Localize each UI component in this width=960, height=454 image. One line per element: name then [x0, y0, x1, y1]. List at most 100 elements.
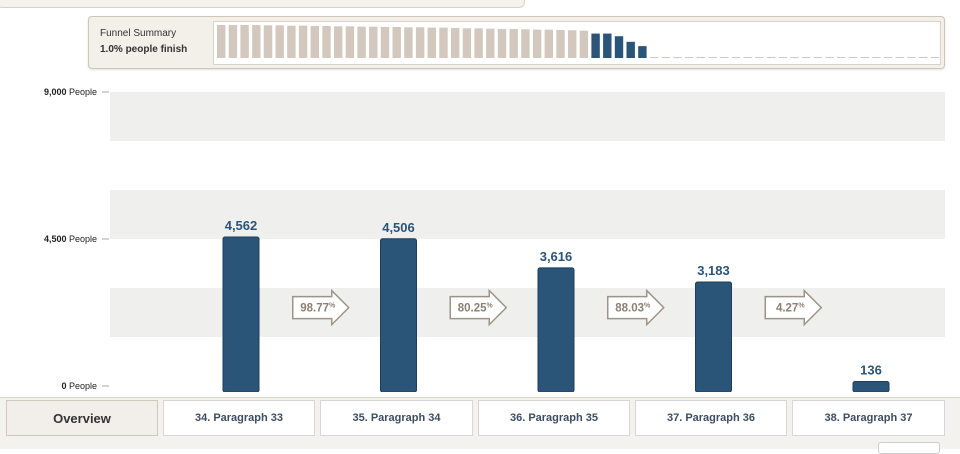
sparkline-bar	[275, 25, 284, 58]
tab-step-35[interactable]: 35. Paragraph 34	[320, 400, 473, 436]
sparkline-bar	[544, 29, 553, 58]
sparkline-bar	[895, 57, 904, 58]
sparkline-bar	[228, 25, 238, 58]
sparkline-bar	[907, 57, 916, 58]
sparkline-bar	[813, 57, 823, 58]
sparkline-bar	[696, 57, 706, 58]
sparkline-bar	[298, 25, 308, 58]
conversion-rate-label: 98.77%	[300, 303, 336, 315]
sparkline-bar	[427, 27, 436, 58]
sparkline-bar	[556, 29, 565, 58]
funnel-sparkline[interactable]	[213, 21, 941, 65]
bar-value-label: 3,616	[540, 249, 573, 264]
pager-buttons[interactable]	[878, 442, 940, 454]
sparkline-bar	[579, 30, 589, 58]
conversion-arrow	[764, 288, 823, 327]
sparkline-bar	[439, 27, 448, 58]
tab-step-36[interactable]: 36. Paragraph 35	[478, 400, 630, 436]
bar-step-1	[222, 236, 260, 392]
bar-value-label: 136	[860, 363, 882, 378]
sparkline-bar	[860, 57, 869, 58]
sparkline-bar	[755, 57, 764, 58]
sparkline-bar	[568, 30, 577, 58]
sparkline-bar	[497, 28, 507, 58]
sparkline-bar	[872, 57, 881, 58]
sparkline-bar	[930, 57, 940, 58]
bar-step-2	[380, 238, 417, 392]
sparkline-bar	[731, 57, 741, 58]
funnel-sparkline-svg	[217, 25, 940, 59]
sparkline-bar	[287, 25, 296, 58]
sparkline-bar	[521, 29, 530, 58]
funnel-summary-completion: 1.0% people finish	[100, 44, 188, 55]
bar-value-label: 4,506	[382, 220, 415, 235]
sparkline-bar	[673, 57, 682, 58]
sparkline-bar	[263, 25, 273, 58]
tab-step-34[interactable]: 34. Paragraph 33	[163, 400, 315, 436]
conversion-rate-label: 80.25%	[458, 303, 494, 315]
funnel-summary-title: Funnel Summary	[100, 28, 177, 39]
sparkline-bar	[532, 29, 542, 58]
sparkline-bar	[462, 28, 472, 58]
tab-overview[interactable]: Overview	[6, 400, 158, 436]
sparkline-bar	[614, 36, 624, 58]
sparkline-bar	[240, 25, 249, 58]
bar-value-label: 3,183	[697, 263, 730, 278]
sparkline-bar	[415, 27, 425, 58]
y-tick-label: 9,000 People	[44, 87, 97, 97]
sparkline-bar	[392, 26, 401, 58]
sparkline-bar	[919, 57, 928, 58]
sparkline-bar	[848, 57, 858, 58]
conversion-arrow	[449, 288, 508, 327]
sparkline-bar	[591, 33, 600, 58]
sparkline-bar	[883, 57, 893, 58]
funnel-chart-svg: 9,000 People 4,500 People 0 People 4,562 4,5…	[44, 87, 945, 392]
sparkline-bar	[369, 26, 378, 58]
grid-band	[110, 190, 945, 239]
sparkline-bar	[345, 26, 355, 58]
bar-step-4	[695, 281, 732, 392]
sparkline-bar	[743, 57, 752, 58]
sparkline-bar	[802, 57, 811, 58]
conversion-rate-label: 88.03%	[615, 303, 651, 315]
sparkline-bar	[837, 57, 846, 58]
bar-value-label: 4,562	[225, 218, 258, 233]
y-tick-label: 0 People	[61, 381, 97, 391]
sparkline-bar	[685, 57, 694, 58]
sparkline-bar	[451, 27, 460, 58]
funnel-chart: 9,000 People 4,500 People 0 People 4,562 4,5…	[0, 80, 960, 392]
conversion-arrow	[292, 288, 350, 327]
tab-step-38[interactable]: 38. Paragraph 37	[792, 400, 945, 436]
tab-step-37[interactable]: 37. Paragraph 36	[635, 400, 787, 436]
sparkline-bar	[603, 33, 612, 58]
sparkline-bar	[778, 57, 787, 58]
sparkline-bar	[474, 28, 483, 58]
sparkline-bar	[334, 26, 343, 58]
sparkline-bar	[357, 26, 366, 58]
sparkline-bar	[486, 28, 495, 58]
sparkline-bar	[217, 25, 226, 58]
sparkline-bar	[825, 57, 834, 58]
grid-band	[110, 92, 945, 141]
sparkline-bar	[509, 28, 518, 58]
sparkline-bar	[380, 26, 390, 58]
bar-step-3	[537, 267, 575, 392]
conversion-arrow	[607, 288, 665, 327]
sparkline-bar	[322, 25, 331, 59]
sparkline-bar	[310, 25, 319, 59]
sparkline-bar	[626, 41, 635, 58]
sparkline-bar	[790, 57, 799, 58]
sparkline-bar	[252, 25, 261, 58]
y-tick-label: 4,500 People	[44, 234, 97, 244]
sparkline-bar	[638, 46, 647, 58]
sparkline-bar	[766, 57, 776, 58]
sparkline-bar	[708, 57, 717, 58]
sparkline-bar	[661, 57, 670, 58]
conversion-rate-label: 4.27%	[776, 303, 805, 315]
bar-step-5	[852, 381, 890, 392]
top-panel-edge	[0, 0, 525, 8]
funnel-summary-panel[interactable]: Funnel Summary 1.0% people finish	[88, 16, 945, 69]
step-tabs: Overview 34. Paragraph 33 35. Paragraph …	[0, 397, 960, 454]
sparkline-bar	[649, 57, 659, 58]
sparkline-bar	[720, 57, 729, 58]
